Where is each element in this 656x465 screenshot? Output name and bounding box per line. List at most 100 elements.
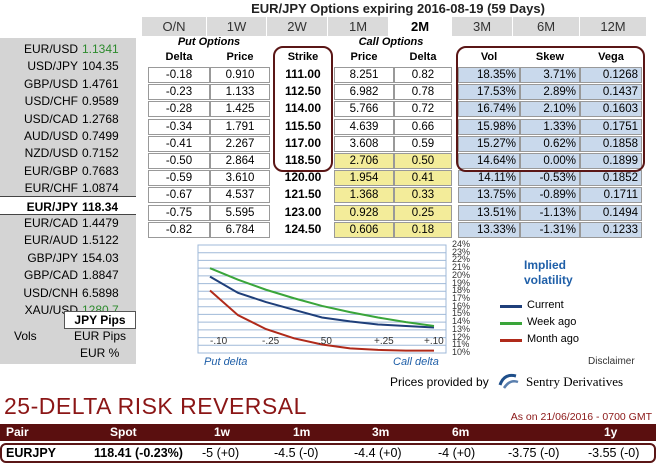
cell-call-price: 8.251 (334, 67, 394, 83)
cell-vega: 0.1852 (580, 170, 642, 187)
cell-vega: 0.1603 (580, 101, 642, 118)
vega-header: Vega (598, 51, 624, 63)
cell-strike: 118.50 (284, 153, 322, 167)
y-tick-label: 17% (452, 293, 471, 303)
cell-call-price: 0.606 (334, 221, 394, 238)
tab-on[interactable]: O/N (142, 17, 206, 36)
cell-strike: 124.50 (284, 221, 322, 236)
x-tick-label: .50 (318, 336, 332, 347)
sidebar-item-eurgbp[interactable]: EUR/GBP 0.7683 (0, 161, 136, 180)
rr-header-spot: Spot (110, 425, 137, 439)
call-price-header: Price (350, 51, 378, 63)
x-tick-label: +.25 (374, 336, 394, 347)
jpy-pips-button[interactable]: JPY Pips (64, 311, 136, 329)
sidebar-item-nzdusd[interactable]: NZD/USD 0.7152 (0, 143, 136, 162)
pair-rate: 6.5898 (82, 285, 119, 300)
eur-percent-option[interactable]: EUR % (80, 346, 120, 360)
sidebar-item-gbpcad[interactable]: GBP/CAD 1.8847 (0, 265, 136, 284)
y-tick-label: 20% (452, 269, 471, 280)
sidebar-item-usdchf[interactable]: USD/CHF 0.9589 (0, 91, 136, 110)
cell-call-delta: 0.18 (394, 221, 452, 238)
tab-1w[interactable]: 1W (207, 17, 266, 36)
sidebar-item-eurchf[interactable]: EUR/CHF 1.0874 (0, 178, 136, 197)
sidebar-item-eurcad[interactable]: EUR/CAD 1.4479 (0, 213, 136, 232)
y-tick-label: 23% (452, 246, 471, 257)
sentry-logo-icon (498, 373, 519, 389)
risk-reversal-title: 25-DELTA RISK REVERSAL (4, 393, 307, 419)
cell-vol: 15.98% (458, 118, 520, 135)
x-tick-label: +.10 (424, 336, 444, 347)
y-tick-label: 11% (452, 339, 470, 350)
strike-header: Strike (287, 51, 319, 63)
tab-2w[interactable]: 2W (267, 17, 327, 36)
legend-current-swatch (500, 305, 522, 308)
sidebar-item-audusd[interactable]: AUD/USD 0.7499 (0, 126, 136, 145)
sidebar-item-eurjpy[interactable]: EUR/JPY 118.34 (0, 195, 136, 215)
pair-rate: 1.8847 (82, 268, 119, 283)
cell-call-delta: 0.66 (394, 118, 452, 135)
risk-reversal-header: Pair Spot 1w 1m 3m 6m 1y (0, 424, 656, 441)
skew-header: Skew (535, 51, 565, 63)
cell-put-delta: -0.18 (148, 67, 210, 83)
sidebar-item-usdjpy[interactable]: USD/JPY 104.35 (0, 56, 136, 75)
y-tick-label: 12% (452, 331, 471, 342)
rr-6m-b: -3.75 (-0) (508, 446, 560, 460)
provider-name: Sentry Derivatives (526, 374, 624, 389)
pair-rate: 1.4761 (82, 76, 119, 91)
cell-put-price: 4.537 (210, 187, 270, 204)
cell-call-price: 4.639 (334, 118, 394, 135)
eur-pips-option[interactable]: EUR Pips (74, 329, 127, 343)
y-tick-label: 24% (452, 239, 471, 249)
cell-call-delta: 0.25 (394, 204, 452, 221)
cell-call-price: 2.706 (334, 153, 394, 169)
legend-week-ago-swatch (500, 322, 522, 325)
cell-put-price: 0.910 (210, 67, 270, 83)
cell-skew: -1.31% (520, 221, 580, 238)
pair-rate: 1.0874 (82, 181, 119, 196)
cell-vol: 13.75% (458, 187, 520, 204)
disclaimer-link[interactable]: Disclaimer (588, 356, 635, 367)
y-tick-label: 16% (452, 300, 471, 311)
cell-vol: 13.33% (458, 221, 520, 238)
pair-name: GBP/USD (23, 76, 78, 91)
y-tick-label: 18% (452, 285, 471, 296)
cell-put-price: 1.425 (210, 101, 270, 118)
cell-put-delta: -0.41 (148, 135, 210, 152)
sidebar-item-usdcad[interactable]: USD/CAD 1.2768 (0, 109, 136, 128)
sidebar-item-gbpjpy[interactable]: GBP/JPY 154.03 (0, 248, 136, 267)
cell-call-delta: 0.72 (394, 101, 452, 118)
cell-vol: 17.53% (458, 84, 520, 101)
tab-2m[interactable]: 2M (389, 17, 451, 36)
cell-vega: 0.1858 (580, 135, 642, 152)
rr-pair: EURJPY (6, 446, 57, 460)
pair-name: USD/CNH (23, 285, 78, 300)
tab-1m[interactable]: 1M (328, 17, 388, 36)
sidebar-item-euraud[interactable]: EUR/AUD 1.5122 (0, 230, 136, 249)
sidebar-item-usdcnh[interactable]: USD/CNH 6.5898 (0, 283, 136, 302)
pair-name: EUR/CAD (23, 216, 78, 230)
put-options-heading: Put Options (177, 36, 241, 48)
implied-volatility-chart (197, 244, 447, 354)
tab-3m[interactable]: 3M (452, 17, 512, 36)
tab-6m[interactable]: 6M (513, 17, 579, 36)
rr-header-1w: 1w (214, 425, 231, 439)
cell-call-delta: 0.41 (394, 170, 452, 187)
pair-rate: 1.2768 (82, 111, 119, 126)
tab-12m[interactable]: 12M (580, 17, 646, 36)
cell-strike: 117.00 (284, 135, 322, 150)
cell-vol: 14.11% (458, 170, 520, 187)
cell-vol: 13.51% (458, 204, 520, 221)
pair-rate: 154.03 (82, 250, 119, 265)
cell-put-delta: -0.59 (148, 170, 210, 187)
cell-strike: 111.00 (285, 67, 321, 81)
rr-header-1y: 1y (604, 425, 618, 439)
pair-rate: 0.7683 (82, 163, 119, 178)
y-tick-label: 10% (452, 347, 471, 357)
sidebar-item-gbpusd[interactable]: GBP/USD 1.4761 (0, 74, 136, 93)
x-tick-label: -.25 (262, 336, 280, 347)
cell-strike: 120.00 (284, 170, 322, 185)
sidebar-item-eurusd[interactable]: EUR/USD 1.1341 (0, 39, 136, 58)
cell-call-delta: 0.78 (394, 84, 452, 101)
y-tick-label: 22% (452, 254, 471, 265)
pair-name: EUR/CHF (24, 181, 78, 196)
